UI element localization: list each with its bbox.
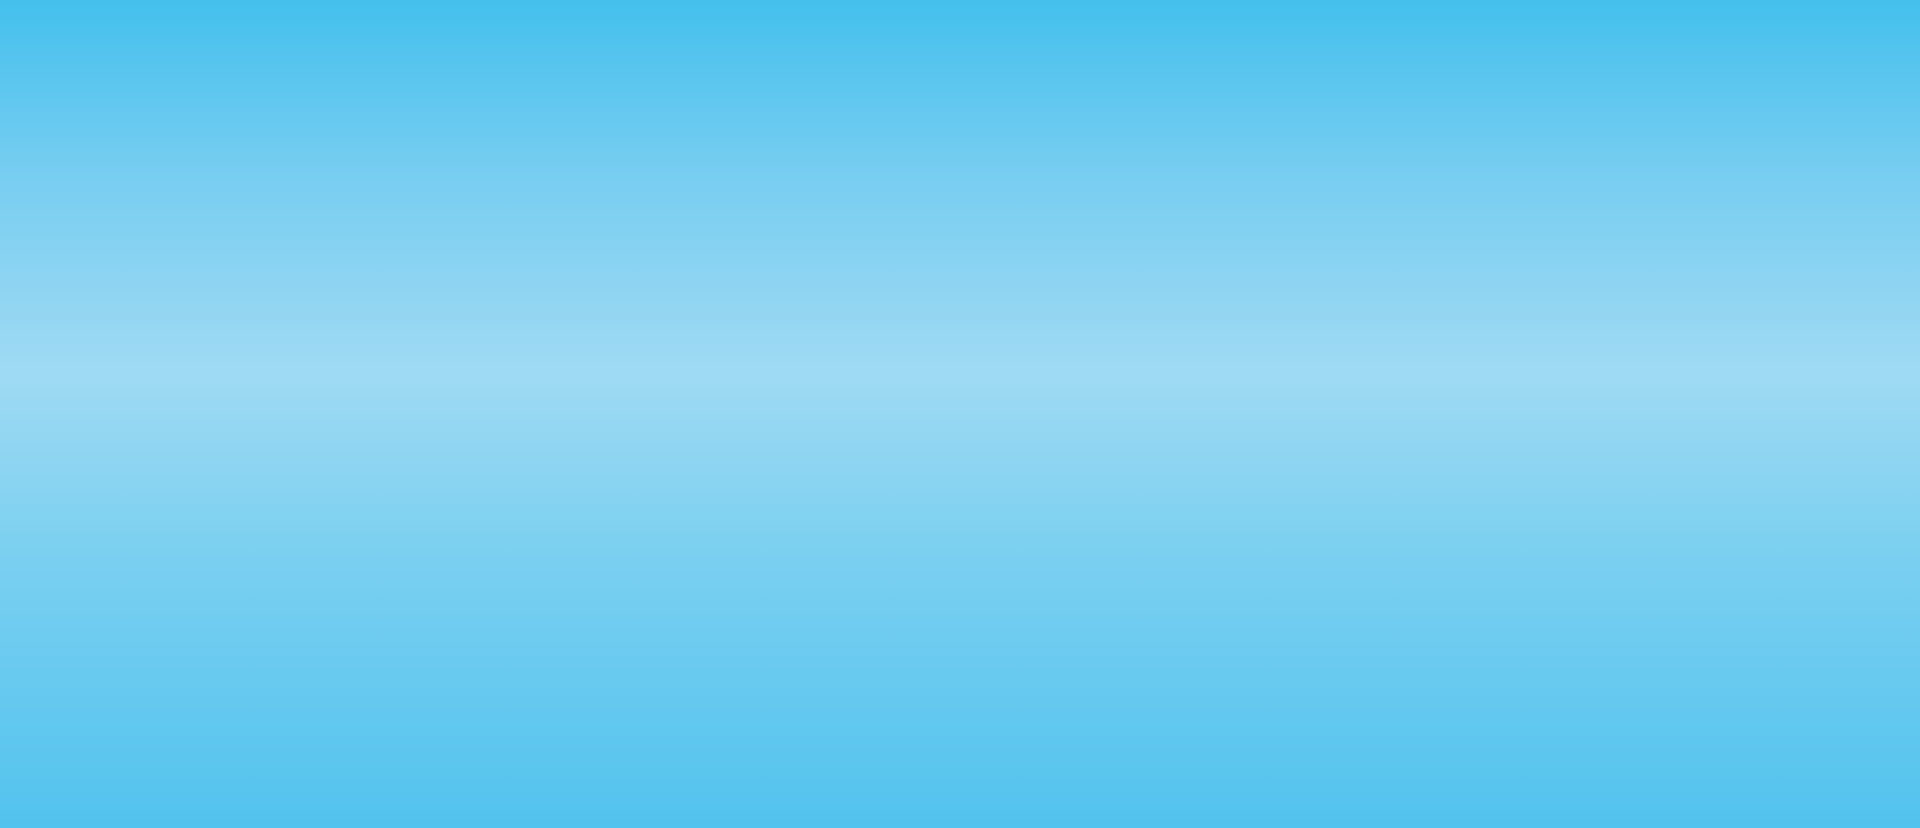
page-canvas	[0, 0, 1920, 828]
atmospheric-spectrum-chart	[0, 0, 1920, 828]
